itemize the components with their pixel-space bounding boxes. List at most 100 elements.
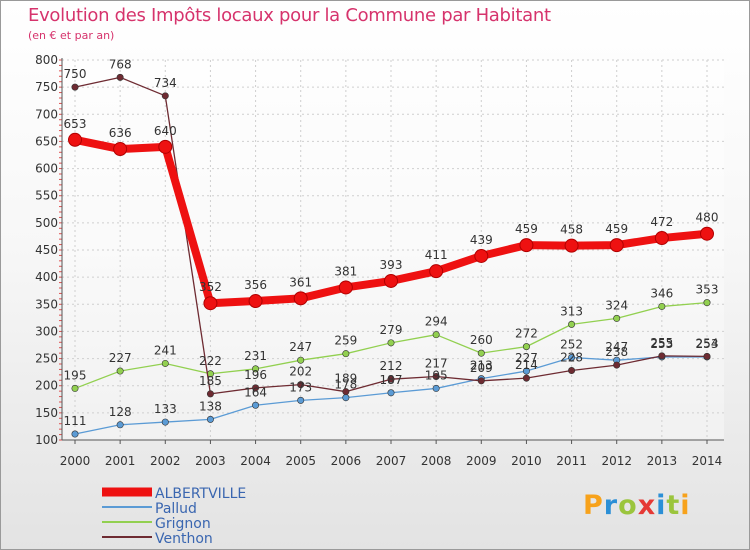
y-tick-label: 250: [35, 352, 58, 366]
data-label-grignon: 260: [470, 333, 493, 347]
logo-letter: i: [680, 490, 691, 521]
data-label-pallud: 173: [289, 380, 312, 394]
y-tick-label: 600: [35, 162, 58, 176]
x-tick-label: 2014: [692, 454, 723, 468]
data-label-pallud: 178: [334, 378, 357, 392]
data-point-albertville: [384, 273, 398, 288]
x-tick-label: 2012: [601, 454, 632, 468]
data-label-albertville: 458: [560, 223, 583, 237]
data-label-venthon: 212: [380, 359, 403, 373]
data-label-pallud: 213: [470, 359, 493, 373]
data-label-pallud: 187: [380, 373, 403, 387]
data-label-pallud: 247: [605, 340, 628, 354]
data-label-pallud: 227: [515, 351, 538, 365]
chart-axes: 100 150 200 250 300 350 400 450 500 550 600 650 700 7…: [35, 53, 724, 468]
data-point-albertville: [700, 226, 714, 241]
data-point-grignon: [71, 384, 79, 392]
data-label-pallud: 133: [154, 402, 177, 416]
data-label-grignon: 353: [696, 283, 719, 297]
data-point-pallud: [252, 401, 260, 409]
data-label-albertville: 480: [696, 211, 719, 225]
y-tick-label: 550: [35, 189, 58, 203]
data-point-venthon: [568, 367, 576, 375]
y-tick-label: 300: [35, 324, 58, 338]
logo-letter: P: [583, 490, 604, 521]
data-label-pallud: 195: [425, 368, 448, 382]
data-label-pallud: 111: [64, 414, 87, 428]
x-tick-label: 2004: [240, 454, 271, 468]
data-label-venthon: 734: [154, 76, 177, 90]
y-tick-label: 150: [35, 406, 58, 420]
x-tick-label: 2005: [285, 454, 316, 468]
data-point-grignon: [116, 367, 124, 375]
data-point-grignon: [297, 356, 305, 364]
data-point-venthon: [252, 384, 260, 392]
data-label-venthon: 750: [64, 67, 87, 81]
data-point-albertville: [113, 142, 128, 157]
x-tick-label: 2008: [421, 454, 452, 468]
data-label-albertville: 636: [109, 126, 132, 140]
y-tick-label: 750: [35, 80, 58, 94]
data-point-grignon: [658, 302, 666, 310]
data-label-grignon: 222: [199, 354, 222, 368]
y-tick-label: 500: [35, 216, 58, 230]
x-tick-label: 2002: [150, 454, 181, 468]
data-label-venthon: 228: [560, 351, 583, 365]
data-label-grignon: 346: [650, 286, 673, 300]
y-tick-label: 800: [35, 53, 58, 67]
data-point-pallud: [206, 415, 214, 423]
data-point-albertville: [519, 238, 534, 253]
data-label-grignon: 259: [334, 334, 357, 348]
legend-label: Pallud: [155, 501, 197, 517]
data-label-grignon: 231: [244, 349, 267, 363]
data-point-grignon: [432, 331, 440, 339]
data-point-venthon: [387, 375, 395, 383]
data-label-venthon: 202: [289, 365, 312, 379]
data-label-pallud: 253: [650, 337, 673, 351]
data-point-pallud: [71, 430, 79, 438]
data-label-albertville: 459: [605, 222, 628, 236]
data-point-pallud: [432, 384, 440, 392]
data-label-venthon: 214: [515, 358, 538, 372]
data-label-albertville: 439: [470, 233, 493, 247]
data-label-venthon: 196: [244, 368, 267, 382]
x-tick-label: 2006: [331, 454, 362, 468]
data-point-pallud: [116, 421, 124, 429]
data-point-venthon: [297, 381, 305, 389]
data-label-venthon: 238: [605, 345, 628, 359]
data-point-venthon: [71, 83, 79, 91]
chart-lines: [68, 73, 714, 438]
data-point-grignon: [477, 349, 485, 357]
legend-label: ALBERTVILLE: [155, 486, 246, 502]
logo-letter: r: [603, 490, 619, 521]
data-label-albertville: 459: [515, 222, 538, 236]
x-tick-label: 2011: [556, 454, 587, 468]
data-label-pallud: 164: [244, 385, 267, 399]
x-tick-label: 2001: [105, 454, 136, 468]
x-tick-label: 2009: [466, 454, 497, 468]
data-point-pallud: [342, 394, 350, 402]
data-point-albertville: [474, 248, 489, 263]
x-tick-label: 2010: [511, 454, 542, 468]
data-label-venthon: 768: [109, 57, 132, 71]
data-point-albertville: [248, 294, 263, 309]
data-point-venthon: [477, 377, 485, 385]
data-point-pallud: [161, 418, 169, 426]
legend-label: Grignon: [155, 516, 211, 532]
data-label-albertville: 472: [650, 215, 673, 229]
data-point-albertville: [203, 296, 218, 311]
y-tick-label: 700: [35, 107, 58, 121]
data-point-venthon: [116, 73, 124, 81]
data-label-pallud: 252: [560, 337, 583, 351]
data-point-albertville: [429, 264, 444, 279]
data-label-grignon: 294: [425, 315, 448, 329]
data-point-pallud: [387, 389, 395, 397]
chart-title: Evolution des Impôts locaux pour la Comm…: [28, 5, 551, 26]
data-label-venthon: 189: [334, 372, 357, 386]
y-tick-label: 200: [35, 379, 58, 393]
data-label-venthon: 254: [696, 336, 719, 350]
data-label-grignon: 313: [560, 304, 583, 318]
logo-letter: i: [656, 490, 667, 521]
x-tick-label: 2003: [195, 454, 226, 468]
